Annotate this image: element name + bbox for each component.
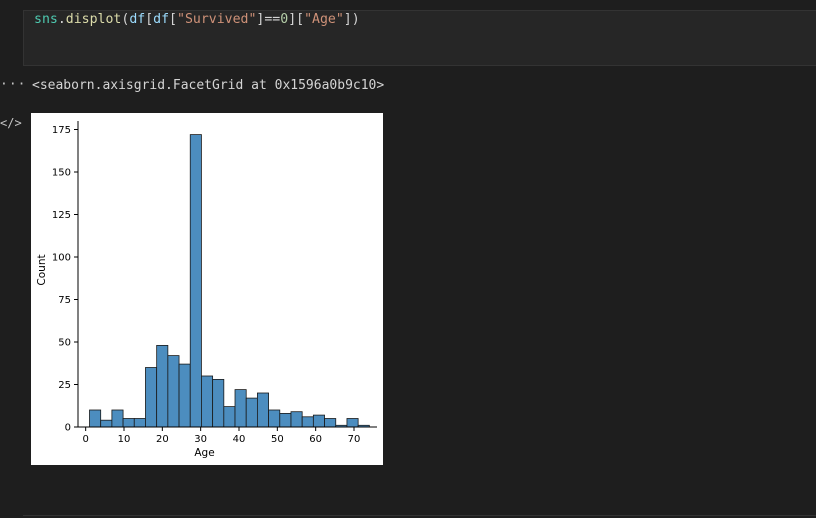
histogram-bar xyxy=(111,409,124,428)
cell-divider xyxy=(23,515,816,516)
histogram-bar xyxy=(133,418,146,428)
code-line[interactable]: sns.displot(df[df["Survived"]==0]["Age"]… xyxy=(34,12,360,27)
y-tick-label: 0 xyxy=(65,423,71,434)
y-tick-label: 125 xyxy=(52,210,71,221)
histogram-bar xyxy=(201,375,214,428)
code-token: sns xyxy=(34,12,58,27)
code-token: df xyxy=(153,12,170,27)
output-code-icon[interactable]: </> xyxy=(0,116,22,130)
x-tick-label: 20 xyxy=(156,434,169,445)
y-axis-label: Count xyxy=(36,254,48,285)
x-axis-label: Age xyxy=(194,447,214,459)
code-token: ( xyxy=(121,12,130,27)
code-token: [ xyxy=(169,12,177,27)
code-token: ]== xyxy=(256,12,281,27)
histogram-bar xyxy=(234,389,247,428)
histogram-bar xyxy=(145,367,158,428)
x-tick-label: 30 xyxy=(194,434,207,445)
histogram-bar xyxy=(212,378,225,428)
output-more-icon[interactable]: ··· xyxy=(0,77,27,92)
code-token: 0 xyxy=(280,12,289,27)
y-tick-label: 50 xyxy=(58,338,71,349)
histogram-bar xyxy=(100,419,113,428)
histogram-bar xyxy=(89,409,102,428)
x-tick-label: 10 xyxy=(118,434,131,445)
y-tick-label: 75 xyxy=(58,295,71,306)
x-tick-label: 50 xyxy=(271,434,284,445)
code-token: ][ xyxy=(288,12,305,27)
histogram-bar xyxy=(245,397,258,428)
code-token: ]) xyxy=(343,12,360,27)
histogram-bar xyxy=(324,418,337,428)
y-tick-label: 100 xyxy=(52,253,71,264)
code-token: . xyxy=(57,12,66,27)
histogram-bar xyxy=(346,418,359,428)
histogram-bar xyxy=(312,414,325,428)
y-tick-label: 175 xyxy=(52,125,71,136)
histogram-plot: 0 10 20 30 40 50 60 70 0 25 50 75 100 125 150 175 Age Cou… xyxy=(31,113,383,465)
x-tick-label: 40 xyxy=(233,434,246,445)
histogram-bar xyxy=(268,409,281,428)
code-token: "Age" xyxy=(304,12,344,27)
output-text: <seaborn.axisgrid.FacetGrid at 0x1596a0b… xyxy=(32,78,385,93)
histogram-bar xyxy=(156,344,169,428)
code-token: "Survived" xyxy=(177,12,257,27)
histogram-bar xyxy=(167,355,180,428)
x-tick-label: 0 xyxy=(82,434,88,445)
code-cell-input[interactable] xyxy=(23,10,816,66)
code-token: displot xyxy=(65,12,122,27)
histogram-bar xyxy=(301,416,314,428)
y-tick-label: 150 xyxy=(52,168,71,179)
x-tick-label: 60 xyxy=(309,434,322,445)
histogram-bar xyxy=(279,412,292,428)
histogram-bar xyxy=(178,363,191,428)
histogram-bar xyxy=(256,392,269,428)
histogram-svg: 0 10 20 30 40 50 60 70 0 25 50 75 100 125 150 175 Age Cou… xyxy=(36,121,377,459)
histogram-bar xyxy=(223,406,236,428)
code-token: df xyxy=(129,12,146,27)
y-tick-label: 25 xyxy=(58,380,71,391)
histogram-bar xyxy=(290,411,303,428)
histogram-bar xyxy=(122,418,135,428)
histogram-bar xyxy=(189,134,202,428)
x-tick-label: 70 xyxy=(348,434,361,445)
code-token: [ xyxy=(145,12,154,27)
